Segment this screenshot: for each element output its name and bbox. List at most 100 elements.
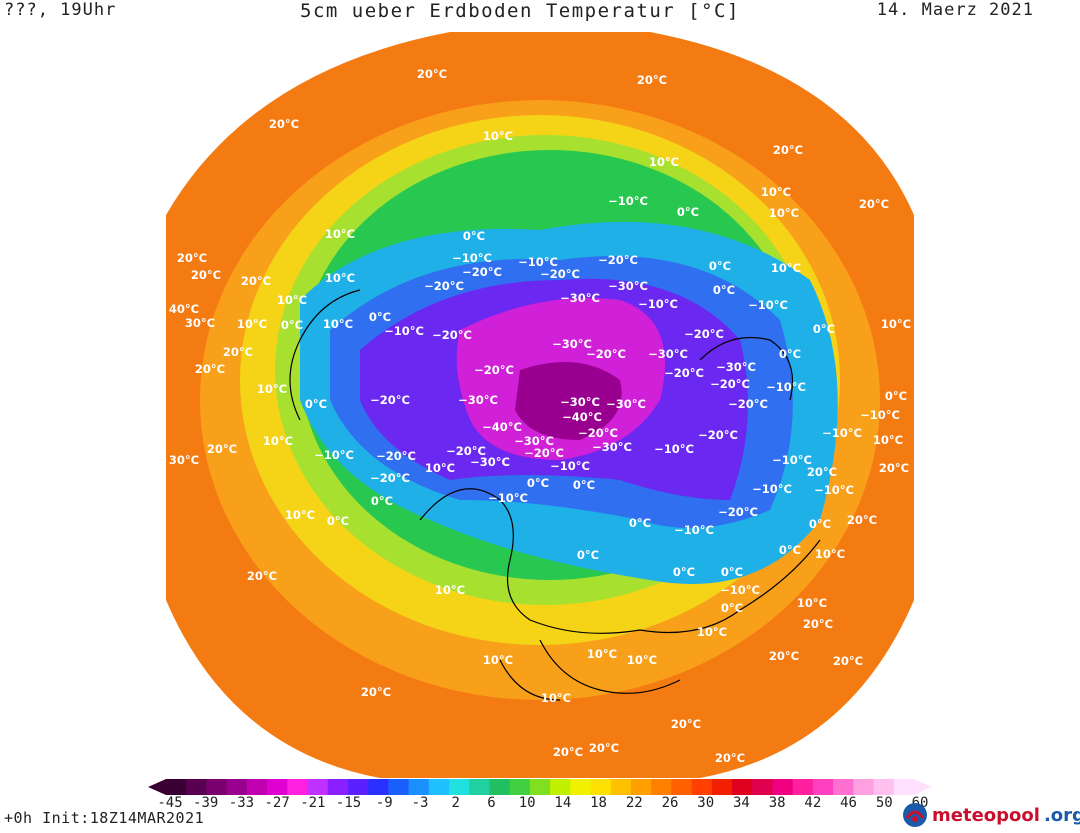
isotherm-label: −20°C (598, 253, 638, 267)
isotherm-label: 30°C (169, 453, 199, 467)
isotherm-label: 20°C (803, 617, 833, 631)
isotherm-label: 20°C (361, 685, 391, 699)
color-scale-tick: 50 (875, 795, 893, 811)
isotherm-label: 20°C (637, 73, 667, 87)
isotherm-label: 20°C (769, 649, 799, 663)
forecast-date: 14. Maerz 2021 (876, 0, 1034, 20)
isotherm-label: −10°C (814, 483, 854, 497)
color-scale-cell (732, 779, 753, 795)
isotherm-label: 20°C (247, 569, 277, 583)
isotherm-label: −20°C (578, 426, 618, 440)
color-scale-tick: 2 (451, 795, 460, 811)
isotherm-label: 10°C (627, 653, 657, 667)
color-scale-tick: 22 (625, 795, 643, 811)
isotherm-label: −10°C (550, 459, 590, 473)
isotherm-label: −20°C (586, 347, 626, 361)
color-scale-tick: 26 (661, 795, 679, 811)
isotherm-label: −10°C (766, 380, 806, 394)
color-scale-cell (408, 779, 430, 795)
color-scale-cell (267, 779, 288, 795)
isotherm-label: −30°C (648, 347, 688, 361)
isotherm-label: −30°C (716, 360, 756, 374)
color-scale-tick: 10 (518, 795, 536, 811)
color-scale-tick: -39 (193, 795, 219, 811)
isotherm-label: −10°C (674, 523, 714, 537)
band-minus40c (515, 362, 622, 440)
isotherm-label: 10°C (237, 317, 267, 331)
isotherm-label: −20°C (710, 377, 750, 391)
isotherm-label: 0°C (573, 478, 595, 492)
color-scale-cell (792, 779, 814, 795)
isotherm-label: −20°C (370, 393, 410, 407)
isotherm-label: 10°C (285, 508, 315, 522)
isotherm-label: 10°C (325, 227, 355, 241)
color-scale-cell (509, 779, 531, 795)
isotherm-label: 10°C (587, 647, 617, 661)
isotherm-label: −30°C (458, 393, 498, 407)
isotherm-label: 0°C (779, 347, 801, 361)
isotherm-label: −20°C (718, 505, 758, 519)
isotherm-label: 0°C (813, 322, 835, 336)
isotherm-label: −30°C (608, 279, 648, 293)
isotherm-label: 20°C (191, 268, 221, 282)
init-time-label: +0h Init:18Z14MAR2021 (4, 809, 205, 827)
color-scale-cell (226, 779, 248, 795)
isotherm-label: 0°C (721, 565, 743, 579)
isotherm-label: −20°C (370, 471, 410, 485)
isotherm-label: 10°C (425, 461, 455, 475)
isotherm-label: 10°C (881, 317, 911, 331)
isotherm-label: 10°C (483, 129, 513, 143)
isotherm-label: 20°C (241, 274, 271, 288)
color-scale-cell (307, 779, 329, 795)
color-scale-cell (873, 779, 895, 795)
color-scale-cell (206, 779, 228, 795)
color-scale-cell (186, 779, 207, 795)
isotherm-label: −20°C (376, 449, 416, 463)
isotherm-label: 0°C (371, 494, 393, 508)
forecast-time-label: ???, 19Uhr (4, 0, 117, 20)
color-scale-cell (368, 779, 389, 795)
color-scale-cell (469, 779, 490, 795)
color-scale-cell (893, 779, 915, 795)
color-scale-tick: -9 (375, 795, 393, 811)
meteopool-logo[interactable]: meteopool .org (902, 800, 1080, 830)
color-scale-cell (610, 779, 632, 795)
isotherm-label: 20°C (773, 143, 803, 157)
isotherm-label: 0°C (779, 543, 801, 557)
isotherm-label: −20°C (446, 444, 486, 458)
isotherm-label: 30°C (185, 316, 215, 330)
isotherm-label: −10°C (752, 482, 792, 496)
isotherm-label: −20°C (462, 265, 502, 279)
color-scale-cell (853, 779, 875, 795)
isotherm-label: −10°C (314, 448, 354, 462)
isotherm-label: 10°C (697, 625, 727, 639)
isotherm-label: −20°C (728, 397, 768, 411)
isotherm-label: 10°C (257, 382, 287, 396)
isotherm-label: −10°C (384, 324, 424, 338)
isotherm-label: 10°C (649, 155, 679, 169)
color-scale-cell (529, 779, 551, 795)
isotherm-label: −40°C (562, 410, 602, 424)
isotherm-label: 0°C (709, 259, 731, 273)
brand-suffix: .org (1043, 804, 1080, 826)
isotherm-label: −10°C (654, 442, 694, 456)
isotherm-label: 10°C (769, 206, 799, 220)
color-scale-ticks: -45 -39 -33 -27 -21 -15 -9 -3 2 6 10 14 18 22 26 30 34 38… (157, 795, 928, 813)
isotherm-label: −20°C (540, 267, 580, 281)
isotherm-label: 20°C (207, 442, 237, 456)
isotherm-label: 10°C (277, 293, 307, 307)
color-scale-cell (711, 779, 733, 795)
isotherm-label: −10°C (638, 297, 678, 311)
isotherm-label: 20°C (671, 717, 701, 731)
color-scale-tick: 42 (804, 795, 822, 811)
isotherm-label: 20°C (715, 751, 745, 765)
color-scale-cell (428, 779, 450, 795)
isotherm-label: −30°C (560, 291, 600, 305)
isotherm-label: −10°C (772, 453, 812, 467)
isotherm-label: −20°C (432, 328, 472, 342)
color-scale-tick: 46 (840, 795, 857, 811)
isotherm-label: 10°C (483, 653, 513, 667)
color-scale-cell (630, 779, 652, 795)
isotherm-labels: 20°C 20°C 20°C 10°C 20°C 10°C 10°C 20°C −10°C 0°C… (169, 67, 911, 765)
color-scale-cell (388, 779, 410, 795)
